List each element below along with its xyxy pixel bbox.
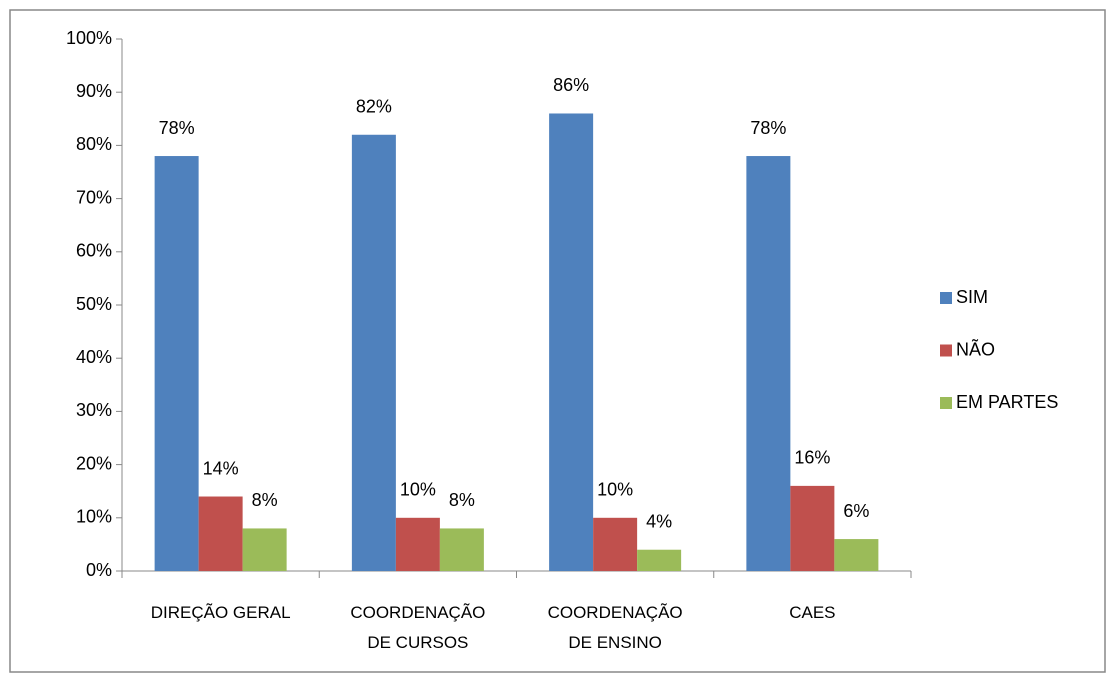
data-label: 16% [794, 448, 830, 468]
y-tick-label: 10% [76, 507, 112, 527]
y-tick-label: 90% [76, 81, 112, 101]
bar [154, 156, 199, 572]
legend-swatch [940, 344, 952, 357]
bar [746, 156, 791, 572]
legend-label: SIM [956, 287, 988, 307]
x-tick-label: COORDENAÇÃO DE CURSOS [350, 603, 486, 652]
data-label: 8% [449, 490, 475, 510]
y-tick-label: 70% [76, 187, 112, 207]
bar [395, 517, 440, 571]
legend-swatch [940, 397, 952, 409]
data-label: 8% [252, 490, 278, 510]
bar [242, 528, 287, 571]
bar [439, 528, 484, 571]
legend-label: EM PARTES [956, 392, 1058, 412]
bar [834, 539, 879, 571]
data-label: 10% [597, 480, 633, 500]
y-tick-label: 0% [86, 560, 112, 580]
bar [593, 517, 638, 571]
data-label: 86% [553, 75, 589, 95]
x-tick-label: COORDENAÇÃO DE ENSINO [547, 603, 683, 652]
data-label: 78% [159, 118, 195, 138]
y-tick-label: 50% [76, 294, 112, 314]
bar [549, 113, 594, 571]
y-tick-label: 100% [66, 28, 112, 48]
y-tick-label: 40% [76, 347, 112, 367]
bar [790, 485, 835, 571]
legend-label: NÃO [956, 338, 995, 359]
y-tick-label: 80% [76, 134, 112, 154]
bar [637, 549, 682, 571]
data-label: 6% [843, 501, 869, 521]
data-label: 78% [750, 118, 786, 138]
y-tick-label: 20% [76, 453, 112, 473]
x-tick-label: CAES [789, 603, 836, 622]
data-label: 14% [203, 458, 239, 478]
bar [351, 134, 396, 571]
x-tick-label: DIREÇÃO GERAL [150, 603, 291, 622]
y-tick-label: 30% [76, 400, 112, 420]
bar [198, 496, 243, 571]
y-tick-label: 60% [76, 241, 112, 261]
data-label: 82% [356, 97, 392, 117]
data-label: 4% [646, 511, 672, 531]
data-label: 10% [400, 480, 436, 500]
legend-swatch [940, 292, 952, 304]
